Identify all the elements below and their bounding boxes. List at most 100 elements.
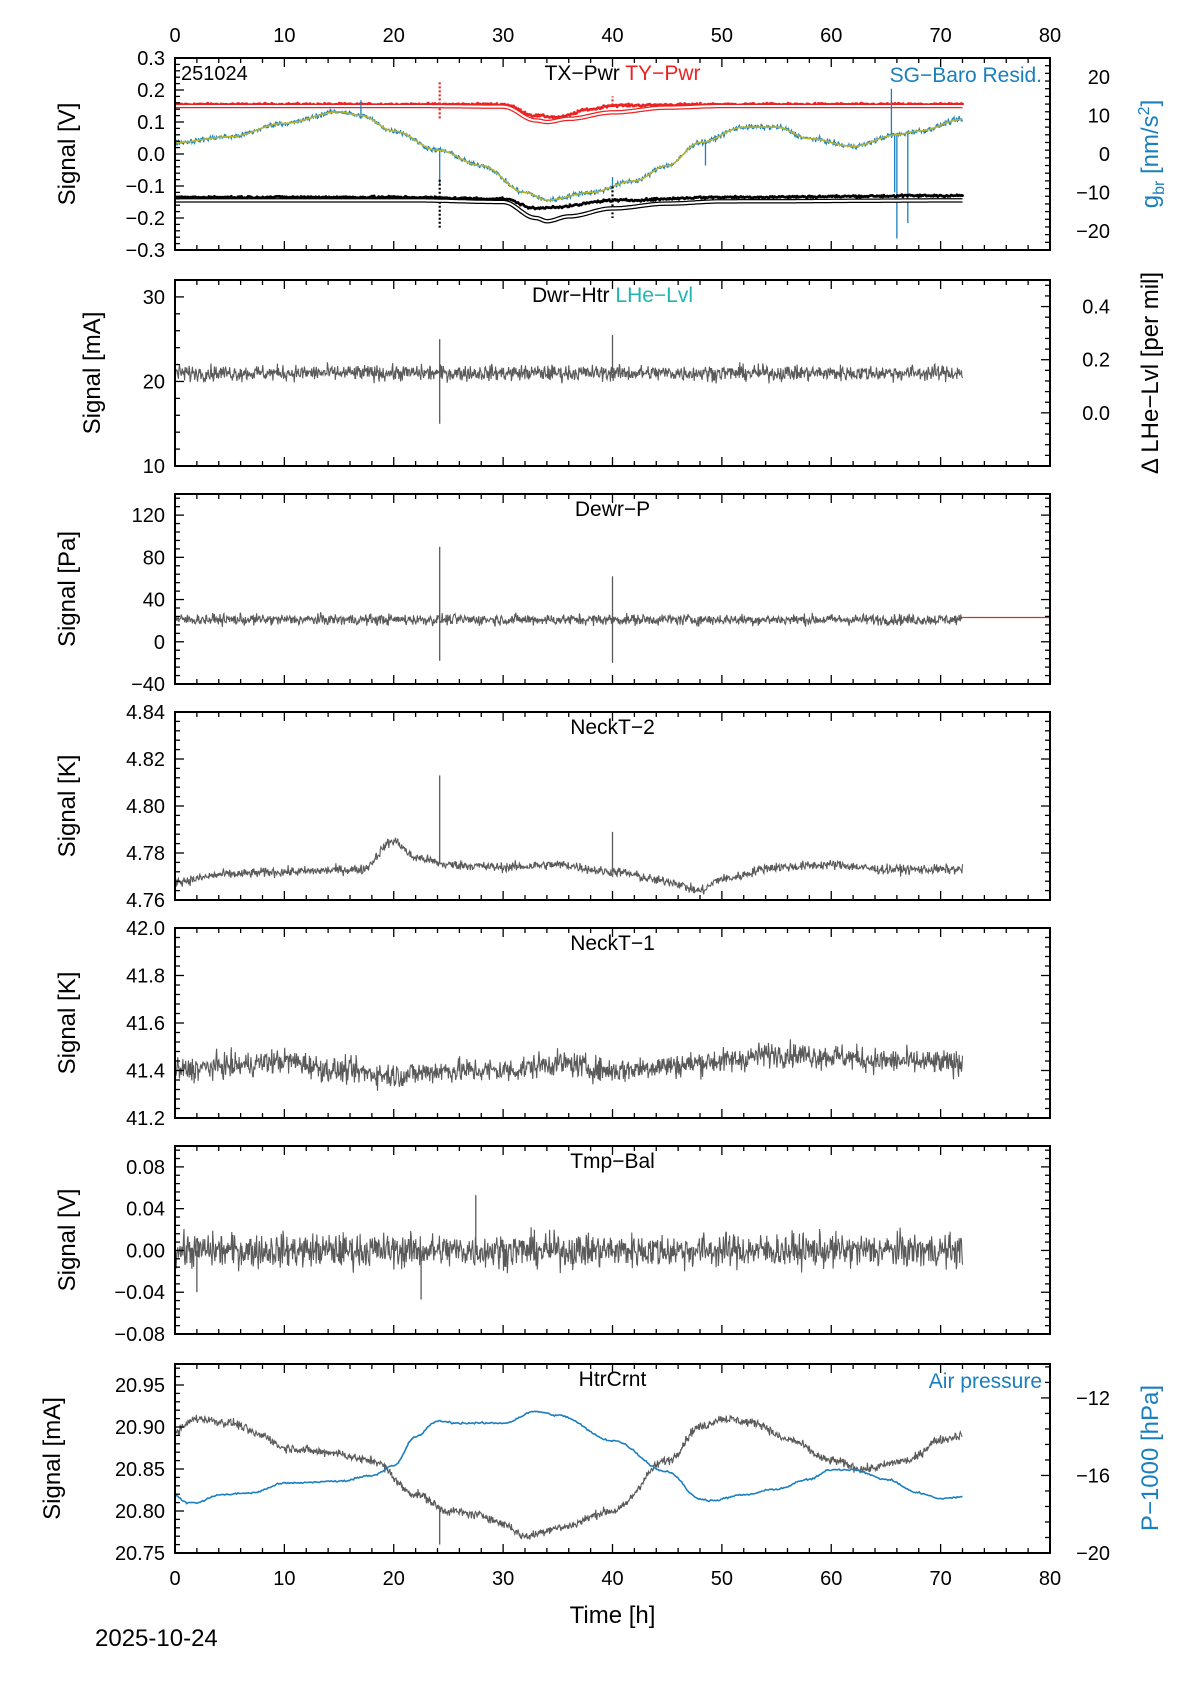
- y2-tick-label: 0.4: [1082, 297, 1110, 319]
- y-tick-label: 41.8: [126, 966, 165, 988]
- right-title: SG−Baro Resid.: [890, 64, 1042, 87]
- date-code: 251024: [181, 63, 248, 85]
- series-dewr-p: [175, 546, 963, 663]
- series-ty-pwr-point: [519, 108, 522, 111]
- panel-dewr-p: 120 80 40 0 −40 Signal [Pa] Dewr−P: [54, 493, 1051, 696]
- x-tick-label: 60: [820, 1568, 842, 1590]
- x-tick-label-top: 40: [601, 25, 623, 47]
- y-tick-label: −0.2: [126, 208, 165, 230]
- panel-tmp-bal: 0.08 0.04 0.00 −0.04 −0.08 Signal [V] Tmp−Bal: [54, 1145, 1051, 1346]
- series-ty-pwr-point: [523, 110, 527, 114]
- y-tick-label: 120: [132, 505, 165, 527]
- series-tx-pwr-point: [207, 195, 211, 198]
- series-ty-pwr: [175, 80, 964, 120]
- panel-title: Tmp−Bal: [570, 1150, 655, 1173]
- panel-frame: [174, 927, 1051, 1119]
- y-axis-label: Signal [V]: [54, 1189, 81, 1292]
- y-tick-label: 20.95: [115, 1375, 165, 1397]
- series-tx-pwr-point: [651, 199, 655, 202]
- y2-axis-label-pressure: P−1000 [hPa]: [1137, 1385, 1164, 1531]
- y-tick-label: 30: [143, 287, 165, 309]
- y-tick-label: 40: [143, 590, 165, 612]
- y-tick-label: −0.3: [126, 240, 165, 262]
- series-neckt-2-line: [175, 837, 964, 895]
- panel-title: Dewr−P: [575, 498, 650, 521]
- y2-tick-label: 0.0: [1082, 403, 1110, 425]
- panel-title-part: NeckT−1: [570, 932, 655, 955]
- x-tick-label-top: 20: [383, 25, 405, 47]
- y2-tick-label: 10: [1088, 106, 1110, 128]
- y-tick-label: −40: [131, 674, 165, 696]
- series-ty-pwr-model-inner: [175, 105, 963, 124]
- series-tx-pwr-model: [175, 198, 963, 224]
- y2-tick-label: −20: [1076, 221, 1110, 243]
- y-tick-label: −0.04: [114, 1282, 165, 1304]
- x-tick-label: 20: [383, 1568, 405, 1590]
- x-tick-label-top: 50: [711, 25, 733, 47]
- date-label: 2025-10-24: [95, 1625, 218, 1652]
- y-tick-label: −0.1: [126, 176, 165, 198]
- y-tick-label: 20.80: [115, 1501, 165, 1523]
- y-tick-label: 4.82: [126, 749, 165, 771]
- series-baro-model-line: [175, 111, 963, 201]
- y-tick-label: 0.04: [126, 1199, 165, 1221]
- right-title: Air pressure: [929, 1370, 1042, 1393]
- y-tick-label: 4.80: [126, 796, 165, 818]
- panel-title-part: Tmp−Bal: [570, 1150, 655, 1173]
- plot-area: [175, 1195, 964, 1300]
- y-axis-label: Signal [K]: [54, 755, 81, 858]
- panel-title-part: Dewr−P: [575, 498, 650, 521]
- y2-label-unit: [nm/s: [1137, 115, 1164, 180]
- x-tick-label-top: 70: [930, 25, 952, 47]
- plot-area: [175, 80, 964, 239]
- series-ty-pwr-point: [627, 102, 630, 106]
- panel-title: NeckT−1: [570, 932, 655, 955]
- series-baro-model: [175, 111, 963, 201]
- x-tick-label: 0: [169, 1568, 180, 1590]
- panel-neckt-2: 4.84 4.82 4.80 4.78 4.76 Signal [K] NeckT−2: [54, 702, 1051, 912]
- panel-title-part: NeckT−2: [570, 716, 655, 739]
- y-tick-label: 0.08: [126, 1157, 165, 1179]
- y-tick-label: 41.4: [126, 1061, 165, 1083]
- plot-area: [175, 775, 964, 895]
- x-tick-label: 50: [711, 1568, 733, 1590]
- panel-frame: [174, 1145, 1051, 1335]
- y-tick-label: 0.1: [137, 112, 165, 134]
- y-tick-label: 0: [154, 632, 165, 654]
- series-dewr-p-line: [175, 611, 963, 628]
- series-htrcrnt-line: [175, 1413, 963, 1540]
- plot-area: [175, 546, 1050, 663]
- y-tick-label: 20: [143, 371, 165, 393]
- y-tick-label: 20.75: [115, 1543, 165, 1565]
- y-axis-label: Signal [Pa]: [54, 531, 81, 647]
- series-tx-pwr-point: [961, 194, 964, 198]
- y-axis-label: Signal [K]: [54, 972, 81, 1075]
- panel-neckt-1: 42.0 41.8 41.6 41.4 41.2 Signal [K] NeckT−1: [54, 918, 1051, 1130]
- panel-title-part: Dwr−Htr: [532, 284, 610, 307]
- series-ty-pwr-point: [495, 102, 499, 105]
- panel-dwr-htr: 30 20 10 Signal [mA] 0.4 0.2 0.0 Dwr−Htr LHe−Lv…: [79, 279, 1110, 478]
- y-tick-label: 0.2: [137, 80, 165, 102]
- series-neckt-2: [175, 775, 964, 895]
- y-tick-label: 0.00: [126, 1240, 165, 1262]
- y2-axis-label-lhe: Δ LHe−Lvl [per mil]: [1137, 272, 1164, 474]
- series-tx-pwr-point: [567, 205, 571, 209]
- y2-label-sup: 2: [1136, 106, 1153, 115]
- y-axis-label: Signal [mA]: [39, 1397, 66, 1520]
- y-tick-label: 4.76: [126, 890, 165, 912]
- y-axis-label: Signal [mA]: [79, 312, 106, 435]
- series-tx-pwr: [175, 178, 964, 228]
- x-tick-label-top: 60: [820, 25, 842, 47]
- x-tick-label: 70: [930, 1568, 952, 1590]
- x-tick-label: 10: [273, 1568, 295, 1590]
- y2-tick-label: 0.2: [1082, 350, 1110, 372]
- y-tick-label: 20.90: [115, 1417, 165, 1439]
- y-tick-label: 10: [143, 456, 165, 478]
- series-neckt-1: [175, 1039, 964, 1091]
- x-axis-label: Time [h]: [570, 1602, 656, 1629]
- x-tick-label-top: 30: [492, 25, 514, 47]
- panel-title: NeckT−2: [570, 716, 655, 739]
- series-ty-pwr-model: [175, 103, 963, 125]
- panel-tx-ty-pwr: 0 10 20 30 40 50 60 70 80 0.3 0.2 0.1 0.0 −0.1 −0.2 −0.…: [54, 25, 1110, 262]
